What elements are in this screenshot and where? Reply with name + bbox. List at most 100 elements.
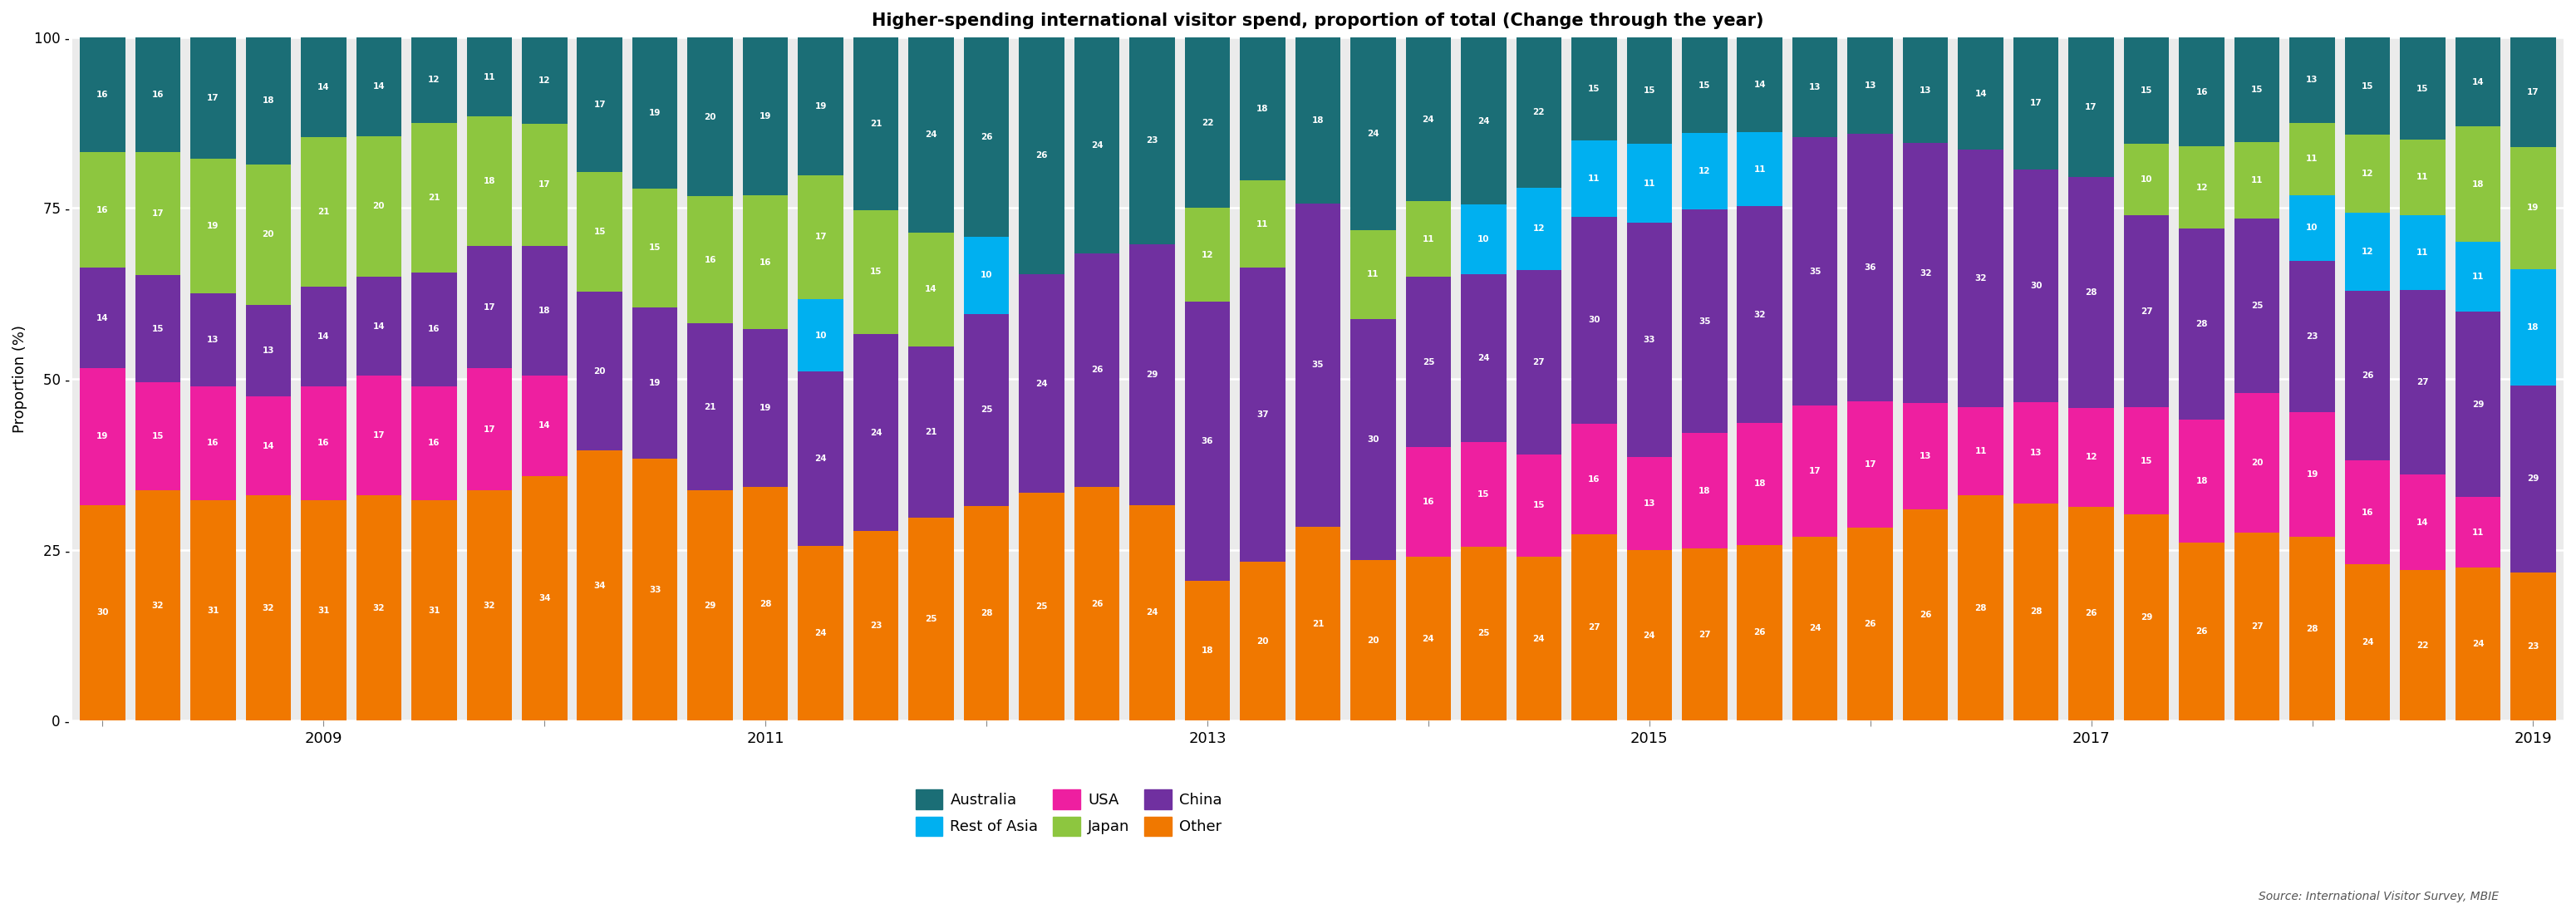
- Text: 36: 36: [1200, 437, 1213, 445]
- Bar: [1793, 37, 1837, 137]
- Text: 24: 24: [814, 629, 827, 638]
- Text: 19: 19: [2527, 204, 2540, 212]
- Text: 11: 11: [1368, 271, 1378, 279]
- Bar: [963, 505, 1010, 720]
- Bar: [742, 329, 788, 487]
- Text: 29: 29: [2527, 474, 2540, 484]
- Bar: [80, 368, 126, 505]
- Bar: [245, 305, 291, 397]
- Text: 24: 24: [925, 131, 938, 139]
- Text: 28: 28: [2084, 289, 2097, 297]
- Bar: [2179, 543, 2223, 720]
- Bar: [2290, 412, 2334, 537]
- Text: 11: 11: [2306, 154, 2318, 163]
- Text: 17: 17: [374, 431, 384, 440]
- Text: 16: 16: [95, 206, 108, 214]
- Bar: [963, 37, 1010, 237]
- Bar: [245, 37, 291, 165]
- Bar: [688, 197, 732, 324]
- Bar: [2233, 393, 2280, 532]
- Text: 35: 35: [1698, 317, 1710, 325]
- Bar: [355, 37, 402, 136]
- Bar: [1406, 201, 1450, 276]
- Bar: [909, 517, 953, 720]
- Text: 11: 11: [2473, 272, 2483, 281]
- Text: 17: 17: [484, 303, 495, 311]
- Text: 15: 15: [2141, 457, 2154, 465]
- Text: 12: 12: [2362, 170, 2372, 178]
- Bar: [1074, 253, 1121, 487]
- Bar: [2455, 312, 2501, 497]
- Text: 11: 11: [2416, 249, 2429, 257]
- Bar: [191, 293, 234, 386]
- Text: 17: 17: [2527, 88, 2540, 96]
- Text: 26: 26: [2084, 610, 2097, 618]
- Text: 21: 21: [703, 403, 716, 411]
- Text: 11: 11: [1754, 165, 1765, 174]
- Bar: [2179, 420, 2223, 543]
- Text: 27: 27: [2416, 378, 2429, 387]
- Text: 13: 13: [1919, 452, 1932, 461]
- Bar: [1517, 187, 1561, 270]
- Bar: [2344, 37, 2391, 135]
- Text: 26: 26: [1919, 611, 1932, 619]
- Text: 15: 15: [1533, 501, 1546, 509]
- Bar: [2512, 270, 2555, 386]
- Bar: [191, 386, 234, 500]
- Text: 13: 13: [2306, 76, 2318, 84]
- Bar: [1625, 37, 1672, 144]
- Text: 19: 19: [760, 112, 770, 121]
- Bar: [301, 500, 345, 720]
- Bar: [523, 476, 567, 720]
- Text: 14: 14: [2473, 78, 2483, 86]
- Bar: [2179, 37, 2223, 146]
- Text: 21: 21: [317, 207, 330, 216]
- Text: 21: 21: [871, 120, 881, 128]
- Bar: [1128, 37, 1175, 244]
- Text: 13: 13: [1865, 81, 1875, 90]
- Text: 35: 35: [1808, 267, 1821, 276]
- Text: 14: 14: [374, 322, 384, 330]
- Bar: [2455, 497, 2501, 568]
- Bar: [134, 153, 180, 275]
- Text: 16: 16: [95, 90, 108, 99]
- Text: 16: 16: [317, 439, 330, 447]
- Bar: [412, 272, 456, 386]
- Text: 24: 24: [2473, 640, 2483, 648]
- Bar: [301, 137, 345, 286]
- Text: 24: 24: [1036, 379, 1048, 388]
- Bar: [2069, 177, 2115, 408]
- Bar: [1406, 276, 1450, 447]
- Bar: [355, 376, 402, 495]
- Text: 11: 11: [1257, 220, 1267, 228]
- Text: 27: 27: [2141, 307, 2154, 315]
- Bar: [742, 487, 788, 720]
- Text: 11: 11: [1643, 179, 1656, 187]
- Bar: [2344, 565, 2391, 720]
- Bar: [1904, 143, 1947, 403]
- Text: 15: 15: [2362, 82, 2372, 90]
- Text: 23: 23: [871, 622, 881, 630]
- Text: 12: 12: [2362, 248, 2372, 256]
- Bar: [2123, 515, 2169, 720]
- Bar: [80, 505, 126, 720]
- Bar: [134, 37, 180, 153]
- Text: 13: 13: [1808, 83, 1821, 91]
- Text: 13: 13: [1643, 499, 1656, 507]
- Bar: [631, 307, 677, 459]
- Bar: [1461, 547, 1507, 720]
- Text: 31: 31: [206, 606, 219, 614]
- Bar: [1406, 37, 1450, 201]
- Text: 16: 16: [760, 258, 770, 267]
- Text: 31: 31: [317, 606, 330, 614]
- Text: 32: 32: [152, 601, 165, 610]
- Text: 12: 12: [1200, 250, 1213, 259]
- Bar: [909, 232, 953, 346]
- Text: 32: 32: [374, 604, 384, 612]
- Text: 18: 18: [538, 306, 551, 314]
- Legend: Australia, Rest of Asia, USA, Japan, China, Other: Australia, Rest of Asia, USA, Japan, Chi…: [914, 790, 1221, 835]
- Text: 14: 14: [1976, 90, 1986, 98]
- Bar: [1682, 209, 1726, 433]
- Text: 17: 17: [2030, 99, 2043, 108]
- Text: 17: 17: [814, 233, 827, 241]
